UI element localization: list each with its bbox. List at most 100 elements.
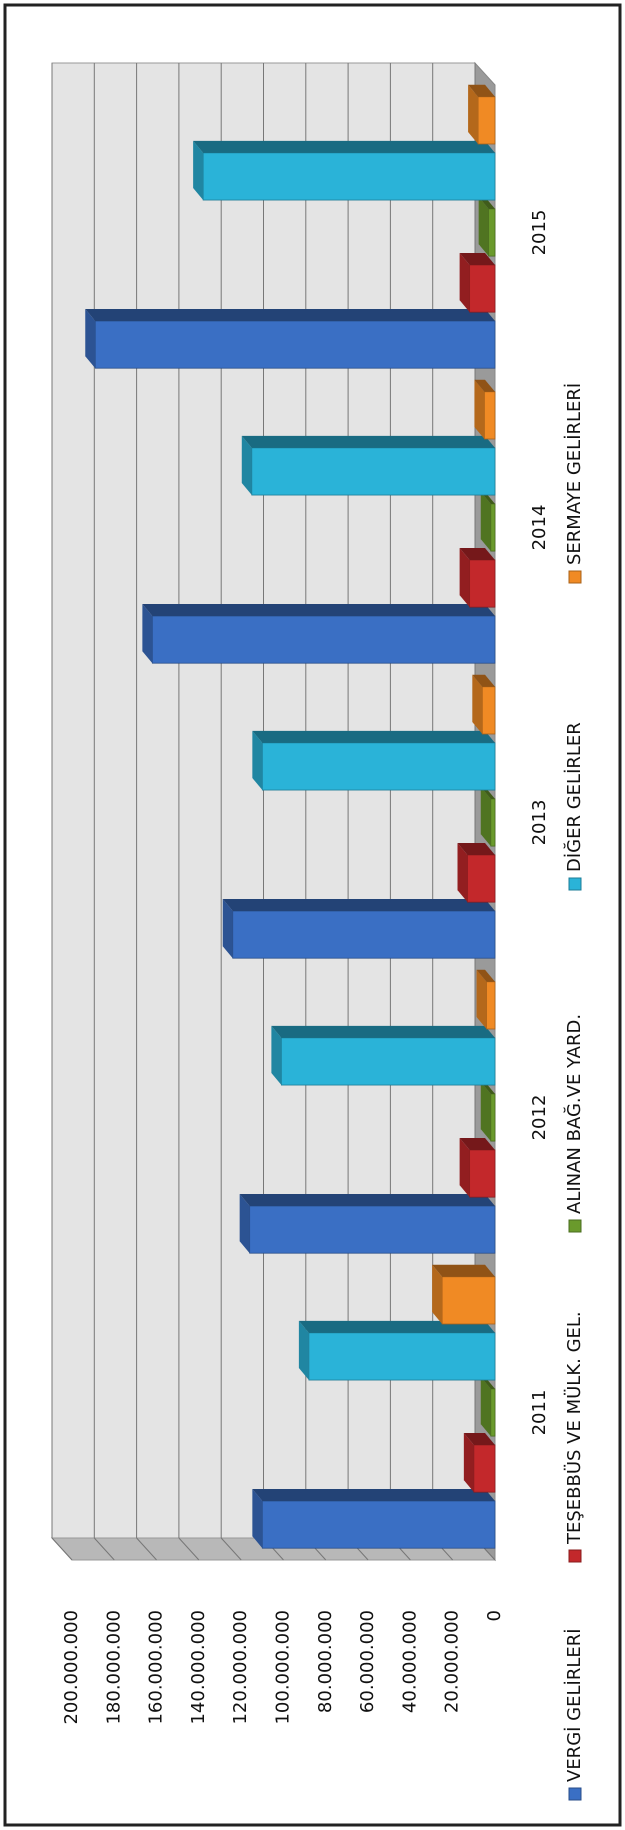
x-tick-label: 2012 xyxy=(529,1095,550,1141)
y-tick-label: 140.000.000 xyxy=(188,1610,209,1725)
bar xyxy=(261,742,496,791)
bar-top xyxy=(142,604,153,664)
bar-top xyxy=(459,252,470,313)
bar-top xyxy=(241,435,252,496)
bar xyxy=(469,264,496,313)
bar-top xyxy=(85,309,96,369)
bar-side xyxy=(241,435,495,448)
bar xyxy=(469,1149,496,1198)
bar-side xyxy=(85,309,495,321)
legend-marker xyxy=(568,877,582,891)
grid-line-side xyxy=(178,1537,200,1561)
legend-marker xyxy=(568,570,582,584)
x-tick-label: 2014 xyxy=(529,505,550,551)
x-tick-label: 2013 xyxy=(529,800,550,846)
bar-top xyxy=(298,1320,309,1381)
bar-top xyxy=(252,1489,263,1549)
y-tick-label: 100.000.000 xyxy=(273,1610,294,1725)
grid-line-side xyxy=(93,1537,115,1561)
bar-top xyxy=(459,1137,470,1198)
legend-label: ALINAN BAĞ.VE YARD. xyxy=(563,1014,585,1214)
legend-label: DİĞER GELİRLER xyxy=(563,722,585,872)
bar-side xyxy=(252,1489,495,1501)
bar xyxy=(151,615,496,664)
bar-top xyxy=(271,1025,282,1086)
legend-label: VERGİ GELİRLERİ xyxy=(564,1628,585,1782)
bar-side xyxy=(459,547,495,560)
bar-top xyxy=(239,1194,250,1254)
bar-top xyxy=(480,1081,491,1142)
bar xyxy=(249,1205,496,1254)
legend-label: SERMAYE GELİRLERİ xyxy=(564,383,585,565)
y-tick-label: 120.000.000 xyxy=(230,1610,251,1725)
bar-side xyxy=(239,1194,495,1206)
bar-top xyxy=(463,1432,474,1493)
bar xyxy=(251,447,496,496)
bar-top xyxy=(478,196,489,257)
bar xyxy=(469,559,496,608)
bar xyxy=(308,1332,496,1381)
bar-top xyxy=(193,140,204,201)
bar xyxy=(280,1037,496,1086)
bar xyxy=(481,686,496,735)
y-tick-label: 60.000.000 xyxy=(357,1610,378,1713)
y-tick-label: 160.000.000 xyxy=(146,1610,167,1725)
bar-side xyxy=(476,969,495,982)
bar xyxy=(490,1093,496,1142)
bar xyxy=(232,910,496,959)
bar-side xyxy=(193,140,495,153)
bar-side xyxy=(468,84,495,97)
bar-top xyxy=(468,84,479,144)
grid-line-side xyxy=(51,1537,73,1561)
bar-side xyxy=(457,842,495,855)
y-tick-label: 80.000.000 xyxy=(315,1610,336,1713)
bar-side xyxy=(463,1432,495,1445)
bar xyxy=(490,1388,496,1437)
grid-line-side xyxy=(136,1537,157,1561)
bar-top xyxy=(480,1376,491,1437)
legend-marker xyxy=(568,1219,582,1233)
x-tick-label: 2015 xyxy=(529,210,550,256)
y-tick-label: 0 xyxy=(484,1610,505,1621)
bar xyxy=(477,96,496,145)
x-tick-label: 2011 xyxy=(529,1390,550,1436)
bar-top xyxy=(252,730,263,791)
bar xyxy=(94,320,496,369)
bar xyxy=(261,1500,496,1549)
y-tick-label: 20.000.000 xyxy=(442,1610,463,1713)
bar-top xyxy=(457,842,468,903)
bar xyxy=(486,981,496,1030)
bar-top xyxy=(480,491,491,552)
bar-side xyxy=(459,1137,495,1150)
y-tick-label: 200.000.000 xyxy=(61,1610,82,1725)
rotated-plot: 0 20.000.000 40.000.000 60.000.000 80.000.00… xyxy=(50,61,585,1801)
bar xyxy=(490,503,496,552)
bar-side xyxy=(432,1264,495,1277)
grid-line-side xyxy=(220,1537,242,1561)
bar-side xyxy=(222,899,495,911)
bar xyxy=(202,152,496,201)
bar-top xyxy=(474,379,485,439)
bar-top xyxy=(472,674,483,734)
bar-side xyxy=(142,604,495,616)
bar-top xyxy=(480,786,491,847)
y-tick-label: 40.000.000 xyxy=(399,1610,420,1713)
bar xyxy=(473,1444,496,1493)
bar-side xyxy=(472,674,495,687)
y-tick-label: 180.000.000 xyxy=(103,1610,124,1725)
bar xyxy=(488,208,496,257)
legend-marker xyxy=(568,1787,582,1801)
bar xyxy=(484,391,496,440)
bar xyxy=(441,1276,496,1325)
legend-marker xyxy=(568,1549,582,1563)
bar-side xyxy=(271,1025,495,1038)
bar xyxy=(490,798,496,847)
bar-side xyxy=(459,252,495,265)
bar-top xyxy=(476,969,487,1029)
bar xyxy=(467,854,496,903)
bar-side xyxy=(474,379,495,392)
bar-top xyxy=(459,547,470,608)
bar-side xyxy=(252,730,495,743)
bar-top xyxy=(432,1264,443,1324)
